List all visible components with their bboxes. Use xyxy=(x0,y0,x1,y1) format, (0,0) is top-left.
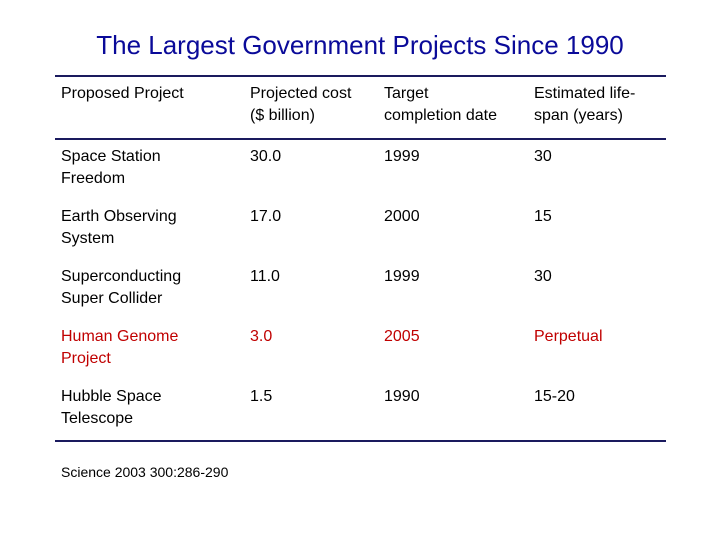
cost-cell: 3.0 xyxy=(250,328,273,345)
cost-cell: 1.5 xyxy=(250,388,273,405)
lifespan-cell: 15 xyxy=(534,208,552,225)
project-name-line: Space Station xyxy=(61,148,161,165)
completion-cell: 1999 xyxy=(384,148,420,165)
table-row: Hubble Space Telescope 1.5 1990 15-20 xyxy=(55,380,666,440)
header-line: span (years) xyxy=(534,107,623,124)
project-name-line: Human Genome xyxy=(61,328,179,345)
slide-title: The Largest Government Projects Since 19… xyxy=(96,30,624,60)
project-name-cell: Superconducting Super Collider xyxy=(61,266,246,310)
completion-cell: 1990 xyxy=(384,388,420,405)
completion-cell: 2000 xyxy=(384,208,420,225)
header-line: Target xyxy=(384,85,429,102)
project-name-line: Super Collider xyxy=(61,290,163,307)
header-projected-cost: Projected cost ($ billion) xyxy=(250,83,380,127)
source-citation: Science 2003 300:286-290 xyxy=(61,464,229,480)
table-row: Superconducting Super Collider 11.0 1999… xyxy=(55,260,666,320)
project-name-line: Hubble Space xyxy=(61,388,162,405)
project-name-cell: Hubble Space Telescope xyxy=(61,386,246,430)
header-estimated-lifespan: Estimated life- span (years) xyxy=(534,83,664,127)
lifespan-cell: 30 xyxy=(534,268,552,285)
header-target-completion: Target completion date xyxy=(384,83,529,127)
project-name-line: Freedom xyxy=(61,170,126,187)
project-name-line: Project xyxy=(61,350,111,367)
project-name-line: Telescope xyxy=(61,410,134,427)
project-name-cell: Human Genome Project xyxy=(61,326,246,370)
table-row: Space Station Freedom 30.0 1999 30 xyxy=(55,140,666,200)
project-name-line: System xyxy=(61,230,115,247)
lifespan-cell: Perpetual xyxy=(534,328,603,345)
header-line: Estimated life- xyxy=(534,85,636,102)
table-header-row: Proposed Project Projected cost ($ billi… xyxy=(55,77,666,140)
table-row: Earth Observing System 17.0 2000 15 xyxy=(55,200,666,260)
cost-cell: 17.0 xyxy=(250,208,282,225)
header-line: Proposed Project xyxy=(61,85,184,102)
completion-cell: 2005 xyxy=(384,328,420,345)
projects-table: Proposed Project Projected cost ($ billi… xyxy=(55,75,666,442)
header-line: completion date xyxy=(384,107,497,124)
header-proposed-project: Proposed Project xyxy=(61,83,246,105)
project-name-cell: Space Station Freedom xyxy=(61,146,246,190)
cost-cell: 11.0 xyxy=(250,268,280,285)
project-name-line: Earth Observing xyxy=(61,208,177,225)
table-row-highlighted: Human Genome Project 3.0 2005 Perpetual xyxy=(55,320,666,380)
header-line: ($ billion) xyxy=(250,107,315,124)
completion-cell: 1999 xyxy=(384,268,420,285)
header-line: Projected cost xyxy=(250,85,352,102)
project-name-line: Superconducting xyxy=(61,268,182,285)
cost-cell: 30.0 xyxy=(250,148,282,165)
lifespan-cell: 30 xyxy=(534,148,552,165)
project-name-cell: Earth Observing System xyxy=(61,206,246,250)
lifespan-cell: 15-20 xyxy=(534,388,575,405)
